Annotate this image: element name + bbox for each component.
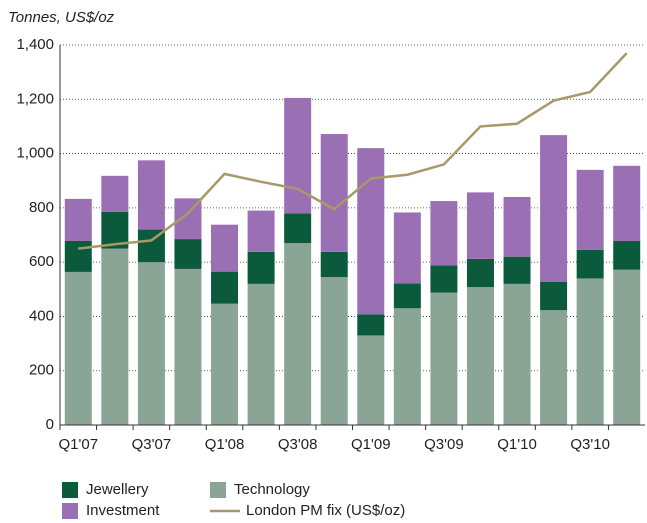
bar-segment: [466, 287, 494, 425]
legend-label: Investment: [86, 502, 160, 519]
y-tick-label: 1,200: [16, 90, 54, 107]
bar-segment: [576, 169, 604, 250]
y-tick-label: 800: [29, 199, 54, 216]
bar-segment: [393, 212, 421, 284]
bar-segment: [430, 265, 458, 293]
bar-segment: [540, 135, 568, 282]
x-tick-label: Q3'07: [132, 436, 172, 453]
bar-segment: [503, 197, 531, 257]
legend-swatch: [62, 503, 78, 519]
bar-segment: [137, 262, 165, 425]
bar-segment: [393, 308, 421, 425]
bar-segment: [284, 243, 312, 425]
bar-segment: [174, 239, 202, 269]
x-tick-label: Q1'09: [351, 436, 391, 453]
legend-label: Technology: [234, 481, 310, 498]
bar-segment: [101, 175, 129, 212]
bar-segment: [466, 258, 494, 288]
bar-segment: [211, 271, 239, 304]
bar-segment: [613, 269, 641, 425]
bar-segment: [64, 240, 92, 272]
y-tick-label: 0: [46, 416, 54, 433]
y-tick-label: 1,000: [16, 145, 54, 162]
bar-segment: [284, 97, 312, 214]
x-tick-label: Q1'08: [205, 436, 245, 453]
bar-segment: [540, 310, 568, 425]
bar-segment: [284, 213, 312, 244]
bar-segment: [540, 281, 568, 311]
bar-segment: [101, 248, 129, 425]
bar-segment: [357, 314, 385, 336]
bar-segment: [211, 224, 239, 272]
bar-segment: [357, 148, 385, 315]
y-tick-label: 1,400: [16, 36, 54, 53]
bar-segment: [503, 283, 531, 425]
bar-segment: [247, 210, 275, 252]
x-tick-label: Q1'10: [497, 436, 537, 453]
legend-swatch: [210, 482, 226, 498]
bar-segment: [357, 335, 385, 425]
bar-segment: [613, 165, 641, 241]
bar-segment: [576, 278, 604, 425]
bar-segment: [576, 249, 604, 279]
bar-segment: [64, 198, 92, 241]
y-axis-label: Tonnes, US$/oz: [8, 9, 115, 26]
y-tick-label: 200: [29, 362, 54, 379]
bar-segment: [64, 271, 92, 425]
x-tick-label: Q3'08: [278, 436, 318, 453]
bar-segment: [430, 292, 458, 425]
y-tick-label: 600: [29, 253, 54, 270]
bar-segment: [430, 201, 458, 266]
bar-segment: [613, 240, 641, 270]
x-tick-label: Q3'10: [570, 436, 610, 453]
bar-segment: [320, 277, 348, 425]
bar-segment: [174, 268, 202, 425]
bar-segment: [466, 192, 494, 259]
legend-label: London PM fix (US$/oz): [246, 502, 405, 519]
bar-segment: [137, 160, 165, 230]
legend-label: Jewellery: [86, 481, 149, 498]
legend-swatch: [62, 482, 78, 498]
y-tick-label: 400: [29, 307, 54, 324]
bar-segment: [247, 251, 275, 284]
bar-segment: [247, 283, 275, 425]
bar-segment: [320, 134, 348, 252]
bar-segment: [320, 251, 348, 278]
bar-segment: [393, 283, 421, 309]
x-tick-label: Q1'07: [59, 436, 99, 453]
price-line: [78, 52, 628, 250]
x-tick-label: Q3'09: [424, 436, 464, 453]
bar-segment: [211, 303, 239, 425]
bar-segment: [503, 256, 531, 284]
